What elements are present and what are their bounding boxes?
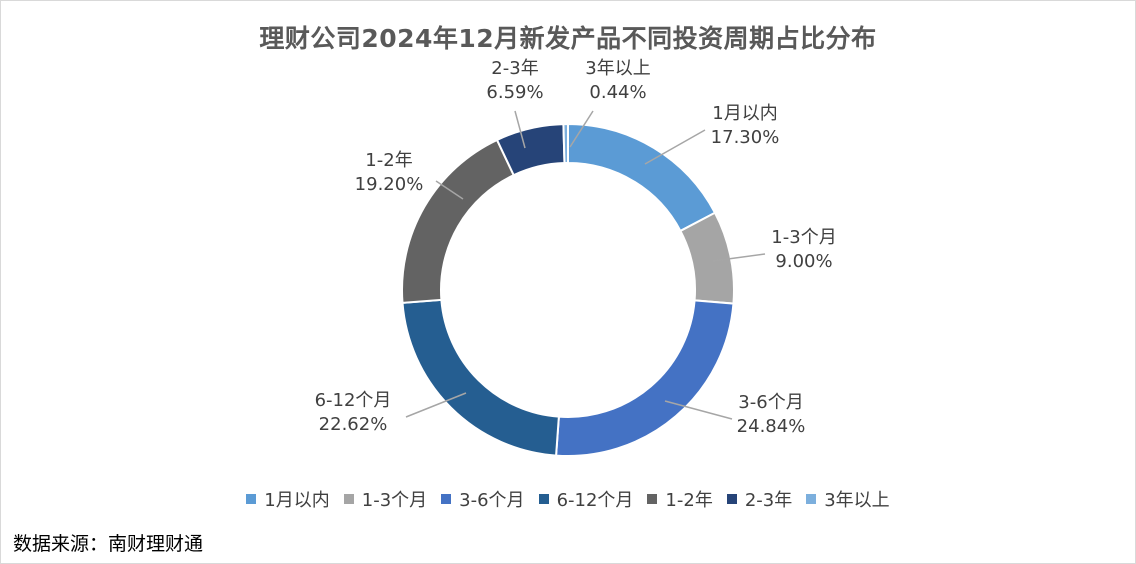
legend-label: 1-3个月 <box>361 490 428 511</box>
slice-value-label: 17.30% <box>711 127 780 148</box>
donut-slice <box>401 138 516 304</box>
slice-value-label: 0.44% <box>589 82 646 103</box>
legend-swatch <box>806 494 817 504</box>
legend-item: 1-3个月 <box>343 486 428 512</box>
leader-line <box>664 400 733 420</box>
legend-label: 1月以内 <box>264 490 330 511</box>
slice-category-label: 1月以内 <box>712 103 777 124</box>
leader-line <box>712 253 766 262</box>
legend-item: 6-12个月 <box>538 486 634 512</box>
slice-category-label: 1-3个月 <box>771 227 836 248</box>
legend-item: 2-3年 <box>726 486 793 512</box>
slice-category-label: 1-2年 <box>365 150 412 171</box>
slice-category-label: 3-6个月 <box>738 392 803 413</box>
chart-legend: 1月以内 1-3个月 3-6个月 6-12个月 1-2年 2-3年 3年以上 <box>1 485 1135 513</box>
slice-value-label: 19.20% <box>355 174 424 195</box>
leader-line <box>644 129 706 165</box>
slice-value-label: 24.84% <box>737 416 806 437</box>
legend-swatch <box>441 494 452 504</box>
donut-slice <box>554 299 735 457</box>
slice-category-label: 6-12个月 <box>315 390 392 411</box>
legend-swatch <box>647 494 658 504</box>
legend-item: 3年以上 <box>806 486 890 512</box>
legend-label: 1-2年 <box>665 490 713 511</box>
leader-line <box>514 110 526 149</box>
legend-swatch <box>538 494 549 504</box>
slice-category-label: 3年以上 <box>585 58 650 79</box>
legend-swatch <box>726 494 737 504</box>
legend-label: 3-6个月 <box>459 490 525 511</box>
donut-slice <box>679 211 735 305</box>
donut-slice <box>567 122 717 233</box>
leader-line <box>569 110 594 148</box>
legend-item: 3-6个月 <box>441 486 525 512</box>
legend-swatch <box>246 494 257 504</box>
leader-line <box>435 180 464 200</box>
donut-slice <box>401 298 560 457</box>
leader-line <box>405 392 467 418</box>
legend-swatch <box>343 494 354 504</box>
legend-label: 6-12个月 <box>556 490 634 511</box>
legend-label: 3年以上 <box>824 490 890 511</box>
slice-category-label: 2-3年 <box>491 58 538 79</box>
legend-item: 1-2年 <box>647 486 713 512</box>
legend-label: 2-3年 <box>744 490 793 511</box>
chart-title: 理财公司2024年12月新发产品不同投资周期占比分布 <box>259 24 877 53</box>
legend-item: 1月以内 <box>246 486 330 512</box>
source-note: 数据来源：南财理财通 <box>13 533 204 555</box>
slice-value-label: 9.00% <box>775 251 832 272</box>
slice-value-label: 22.62% <box>319 414 388 435</box>
donut-slice <box>562 122 569 165</box>
slice-value-label: 6.59% <box>486 82 543 103</box>
